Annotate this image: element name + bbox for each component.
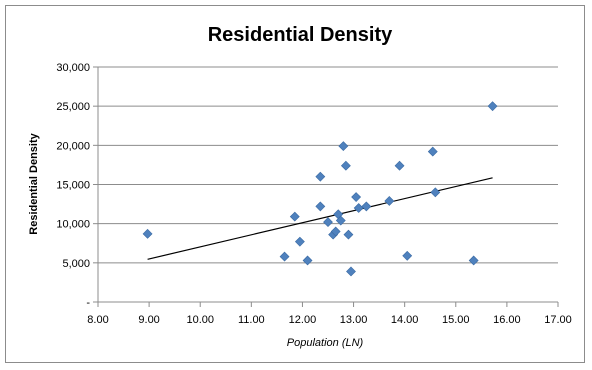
data-point xyxy=(330,226,341,237)
data-point xyxy=(289,211,300,222)
data-point xyxy=(346,266,356,277)
data-point xyxy=(468,255,479,266)
x-tick-label: 11.00 xyxy=(238,314,265,326)
data-point xyxy=(340,160,351,171)
data-point xyxy=(302,255,313,266)
data-point xyxy=(361,201,372,212)
data-point xyxy=(351,192,362,202)
trendline-group xyxy=(147,177,493,260)
x-tick-label: 9.00 xyxy=(138,314,159,326)
x-tick-label: 12.00 xyxy=(289,314,317,326)
y-tick-label: 25,000 xyxy=(56,101,90,113)
data-point xyxy=(430,187,441,198)
data-point xyxy=(335,215,346,226)
data-point xyxy=(402,250,413,261)
x-tick-label: 13.00 xyxy=(340,314,368,326)
x-tick-label: 8.00 xyxy=(87,314,108,326)
x-tick-label: 17.00 xyxy=(544,314,572,326)
data-points xyxy=(142,101,498,277)
data-point xyxy=(315,171,326,182)
data-point xyxy=(427,146,438,157)
x-axis-ticks: 8.00 9.00 10.00 11.00 12.00 13.00 14.00 15.00 16… xyxy=(87,314,571,326)
x-tick-label: 14.00 xyxy=(391,314,419,326)
y-axis-ticks: - 5,000 10,000 15,000 20,000 25,000 30,000 xyxy=(56,62,90,309)
y-tick-label: 10,000 xyxy=(56,219,90,231)
x-axis-label: Population (LN) xyxy=(287,337,364,349)
data-point xyxy=(384,196,395,206)
chart-title: Residential Density xyxy=(208,24,393,46)
data-point xyxy=(294,236,305,247)
axes xyxy=(93,66,559,307)
data-point xyxy=(338,141,349,152)
x-tick-label: 15.00 xyxy=(442,314,470,326)
data-point xyxy=(353,203,364,213)
data-point xyxy=(315,201,326,212)
y-tick-label: 5,000 xyxy=(62,258,90,270)
y-tick-label: 20,000 xyxy=(56,140,90,152)
data-point xyxy=(343,229,354,240)
y-tick-label: - xyxy=(86,297,90,309)
y-axis-label: Residential Density xyxy=(28,132,40,234)
data-point xyxy=(323,217,333,228)
x-tick-label: 10.00 xyxy=(186,314,214,326)
y-tick-label: 15,000 xyxy=(56,180,90,192)
y-tick-label: 30,000 xyxy=(56,62,90,74)
x-tick-label: 16.00 xyxy=(493,314,521,326)
gridlines xyxy=(98,66,558,264)
data-point xyxy=(142,228,153,239)
trendline xyxy=(147,177,493,260)
data-point xyxy=(394,160,405,171)
data-point xyxy=(487,101,498,112)
data-point xyxy=(279,251,290,262)
